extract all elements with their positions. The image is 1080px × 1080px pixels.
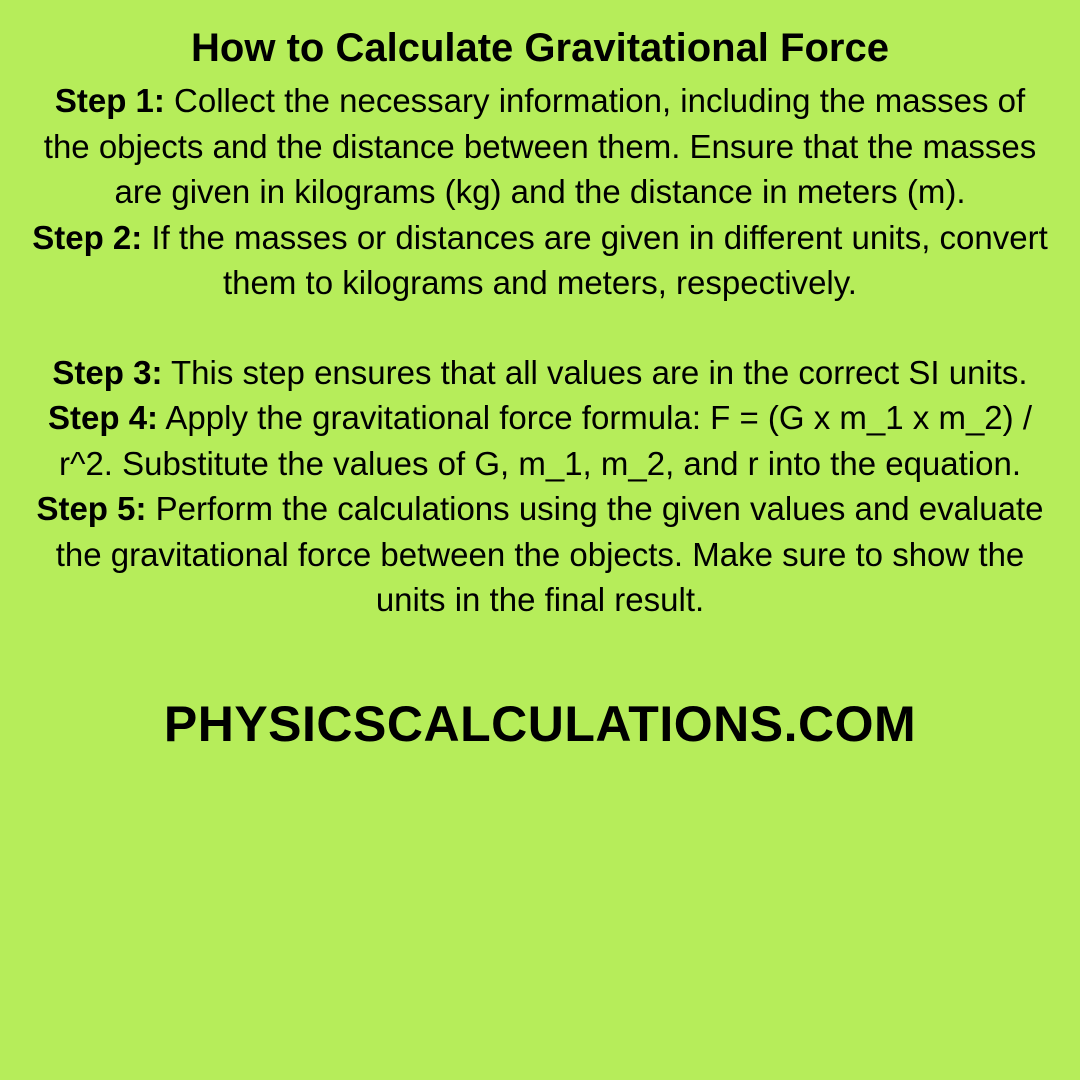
step-1-text: Collect the necessary information, inclu… <box>44 82 1036 210</box>
step-5-text: Perform the calculations using the given… <box>56 490 1044 618</box>
step-4-label: Step 4: <box>48 399 158 436</box>
page-title: How to Calculate Gravitational Force <box>28 24 1052 72</box>
blank-spacer <box>28 306 1052 350</box>
step-2: Step 2: If the masses or distances are g… <box>28 215 1052 306</box>
step-2-label: Step 2: <box>32 219 142 256</box>
step-3-label: Step 3: <box>52 354 162 391</box>
steps-container: Step 1: Collect the necessary informatio… <box>28 78 1052 623</box>
step-1: Step 1: Collect the necessary informatio… <box>28 78 1052 215</box>
step-4: Step 4: Apply the gravitational force fo… <box>28 395 1052 486</box>
site-footer: PHYSICSCALCULATIONS.COM <box>28 695 1052 753</box>
step-3: Step 3: This step ensures that all value… <box>28 350 1052 396</box>
step-5: Step 5: Perform the calculations using t… <box>28 486 1052 623</box>
step-3-text: This step ensures that all values are in… <box>162 354 1027 391</box>
step-4-text: Apply the gravitational force formula: F… <box>59 399 1032 482</box>
step-1-label: Step 1: <box>55 82 165 119</box>
step-2-text: If the masses or distances are given in … <box>142 219 1048 302</box>
infographic-page: How to Calculate Gravitational Force Ste… <box>0 0 1080 1080</box>
step-5-label: Step 5: <box>36 490 146 527</box>
